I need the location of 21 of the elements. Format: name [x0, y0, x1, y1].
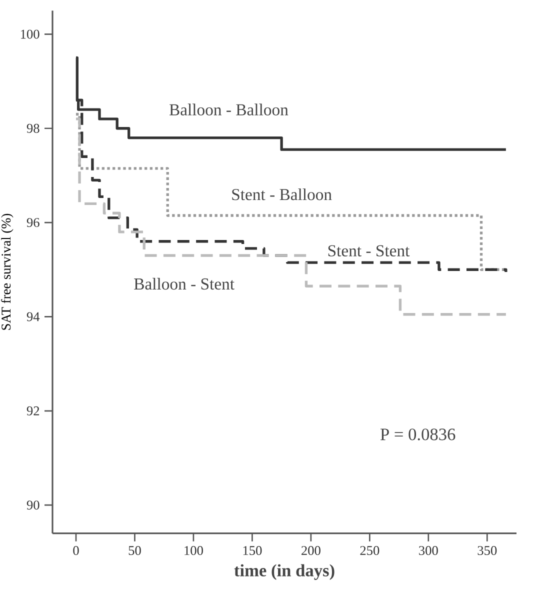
x-tick-label: 100: [184, 546, 203, 556]
y-tick-label: 94: [26, 312, 40, 322]
series-label: Balloon - Balloon: [169, 104, 288, 116]
annotation: P = 0.0836: [380, 428, 456, 440]
y-tick-label: 90: [26, 500, 40, 510]
x-tick-label: 200: [302, 546, 320, 556]
x-tick-label: 300: [419, 546, 438, 556]
y-axis-title: SAT free survival (%): [1, 214, 14, 330]
x-tick-label: 50: [128, 546, 141, 556]
y-tick-label: 100: [20, 30, 40, 39]
series-label: Balloon - Stent: [134, 278, 234, 290]
series-label: Stent - Balloon: [232, 188, 332, 200]
x-tick-label: 0: [73, 546, 79, 556]
x-axis-title: time (in days): [234, 564, 334, 580]
x-tick-label: 150: [243, 546, 262, 556]
y-tick-label: 98: [26, 124, 40, 133]
x-tick-label: 350: [478, 546, 497, 556]
series-label: Stent - Stent: [328, 245, 410, 256]
x-tick-label: 250: [360, 546, 380, 556]
y-tick-label: 92: [26, 406, 40, 416]
y-tick-label: 96: [26, 218, 40, 228]
